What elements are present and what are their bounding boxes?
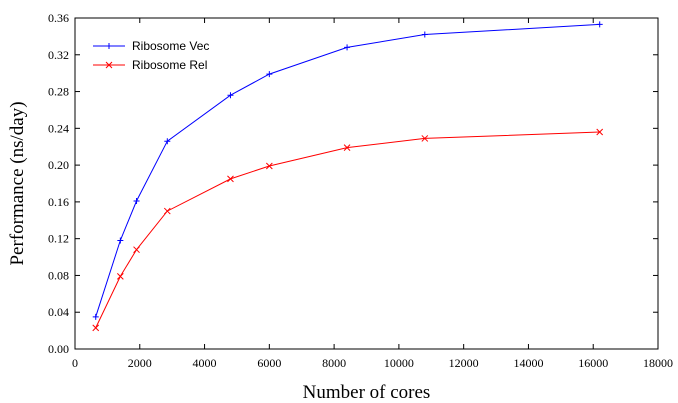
y-tick-label: 0.24 [48,121,69,135]
legend-item: Ribosome Rel [93,58,207,72]
series-2 [92,128,604,332]
x-tick-label: 0 [72,356,78,370]
x-tick-label: 2000 [128,356,152,370]
legend-label: Ribosome Vec [132,39,209,53]
data-point [92,313,99,320]
data-point [596,128,604,136]
x-axis-title: Number of cores [303,382,431,403]
y-tick-label: 0.16 [48,195,69,209]
data-point [117,237,124,244]
y-tick-label: 0.08 [48,268,69,282]
legend: Ribosome Vec Ribosome Rel [93,39,209,72]
legend-label: Ribosome Rel [132,58,207,72]
x-tick-label: 18000 [643,356,673,370]
data-point [92,324,100,332]
data-point [164,138,171,145]
data-point [421,31,428,38]
y-tick-label: 0.20 [48,158,69,172]
plot-frame [74,17,659,350]
series-line [95,131,600,329]
data-point [163,207,171,215]
data-point [227,92,234,99]
data-point [116,273,124,280]
y-tick-label: 0.12 [48,232,69,246]
data-point [421,135,429,142]
data-point [344,44,351,51]
x-tick-label: 8000 [322,356,346,370]
legend-item: Ribosome Vec [93,39,209,53]
data-point [105,61,113,69]
y-axis-title: Performance (ns/day) [7,101,28,265]
y-tick-label: 0.32 [48,48,69,62]
data-point [343,144,351,151]
data-point [596,21,603,28]
data-point [133,246,140,254]
axis-ticks: 0 2000 4000 6000 8000 10000 12000 14000 16000 180… [48,11,673,370]
series-1 [92,21,603,320]
x-tick-label: 6000 [257,356,281,370]
y-tick-label: 0.00 [48,342,69,356]
data-point [227,175,234,183]
y-tick-label: 0.36 [48,11,69,25]
y-tick-label: 0.04 [48,305,69,319]
data-point [133,197,140,204]
data-point [265,162,273,170]
data-point [106,43,112,49]
x-tick-label: 16000 [578,356,608,370]
x-tick-label: 14000 [513,356,543,370]
x-tick-label: 4000 [193,356,217,370]
y-tick-label: 0.28 [48,85,69,99]
x-tick-label: 10000 [384,356,414,370]
series-layer [92,21,604,332]
x-tick-label: 12000 [449,356,479,370]
data-point [266,71,273,78]
